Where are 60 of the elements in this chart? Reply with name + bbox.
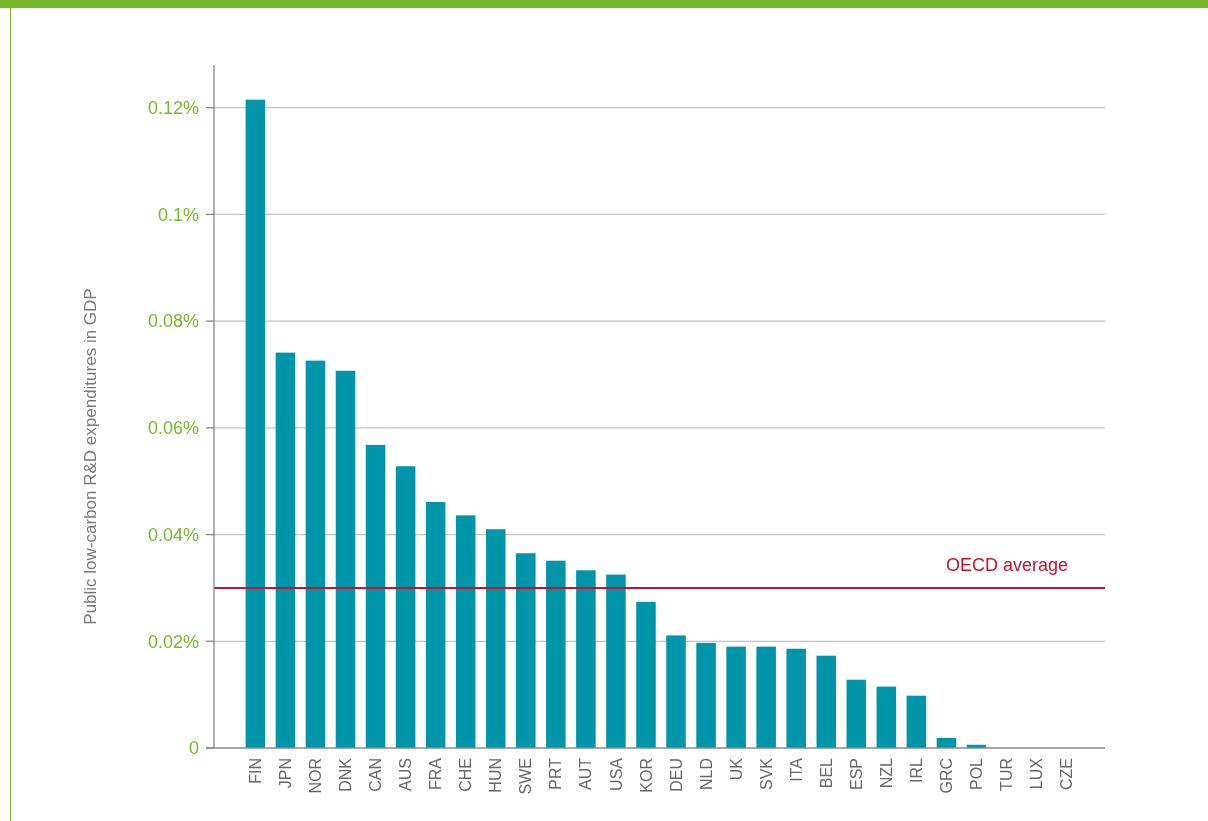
x-tick-label: KOR bbox=[637, 758, 655, 793]
bar bbox=[726, 646, 746, 748]
bar bbox=[365, 444, 386, 748]
bar bbox=[696, 642, 716, 748]
bar bbox=[756, 646, 776, 748]
x-tick-label: SWE bbox=[517, 758, 535, 795]
x-tick-label: NLD bbox=[697, 758, 715, 791]
x-tick-label: CZE bbox=[1058, 758, 1076, 790]
x-tick-label: ESP bbox=[847, 758, 865, 791]
bar bbox=[516, 553, 536, 748]
x-tick-label: POL bbox=[968, 757, 986, 791]
bar bbox=[275, 352, 296, 748]
x-tick-label: PRT bbox=[547, 757, 565, 790]
bar bbox=[666, 635, 686, 748]
y-tick-label: 0.12% bbox=[147, 97, 199, 118]
x-tick-label: HUN bbox=[487, 758, 505, 793]
x-tick-label: AUT bbox=[577, 757, 595, 790]
bar bbox=[846, 679, 867, 748]
x-tick-label: DEU bbox=[667, 758, 685, 792]
y-tick-label: 0.1% bbox=[157, 204, 199, 225]
x-tick-label: USA bbox=[607, 757, 625, 791]
y-axis-title: Public low-carbon R&D expenditures in GDP bbox=[81, 288, 100, 625]
x-tick-label: NZL bbox=[877, 757, 895, 789]
bar bbox=[395, 466, 416, 748]
x-tick-label: NOR bbox=[307, 758, 325, 794]
x-tick-label: LUX bbox=[1028, 757, 1046, 790]
x-tick-label: CAN bbox=[367, 758, 385, 792]
bar bbox=[906, 695, 927, 748]
y-tick-label: 0.02% bbox=[147, 631, 199, 652]
x-tick-label: JPN bbox=[277, 758, 295, 789]
x-tick-label: GRC bbox=[938, 758, 956, 794]
x-tick-label: IRL bbox=[907, 757, 925, 783]
x-tick-label: ITA bbox=[787, 757, 805, 782]
bar bbox=[455, 515, 476, 748]
bar bbox=[876, 686, 897, 748]
ref-line-label: OECD average bbox=[945, 554, 1068, 575]
y-tick-label: 0.04% bbox=[147, 524, 199, 545]
x-tick-label: DNK bbox=[337, 757, 355, 792]
y-tick-label: 0.06% bbox=[147, 418, 199, 439]
bar bbox=[576, 570, 596, 748]
x-tick-label: FIN bbox=[246, 758, 264, 784]
bar bbox=[786, 648, 806, 748]
x-tick-label: UK bbox=[727, 757, 745, 781]
bar bbox=[305, 360, 326, 748]
x-tick-label: FRA bbox=[427, 757, 445, 790]
bar bbox=[425, 502, 446, 748]
bar bbox=[816, 655, 837, 748]
x-tick-label: CHE bbox=[457, 758, 475, 792]
y-tick-label: 0 bbox=[188, 738, 199, 759]
bar bbox=[245, 99, 266, 748]
bar bbox=[335, 370, 356, 748]
bar bbox=[606, 574, 626, 748]
y-tick-label: 0.08% bbox=[147, 311, 199, 332]
x-tick-label: BEL bbox=[817, 757, 835, 789]
bar bbox=[546, 560, 566, 748]
bar bbox=[485, 529, 506, 748]
x-tick-label: AUS bbox=[397, 758, 415, 791]
x-tick-label: SVK bbox=[757, 757, 775, 791]
bar bbox=[636, 601, 656, 748]
x-tick-label: TUR bbox=[998, 758, 1016, 791]
